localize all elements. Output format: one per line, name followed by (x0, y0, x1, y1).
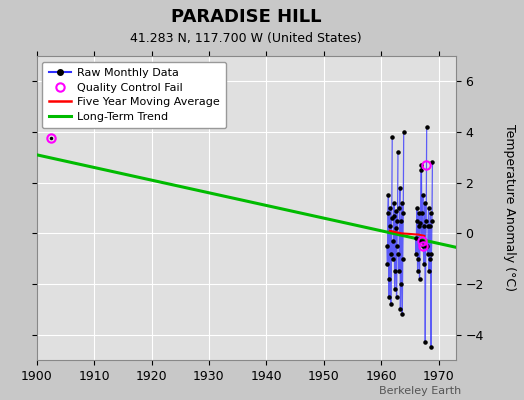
Point (428, 159, 436, 166)
Point (396, 184, 404, 191)
Point (412, 250, 420, 257)
Point (396, 306, 405, 312)
Point (411, 235, 420, 242)
Point (412, 218, 421, 224)
Point (388, 215, 396, 221)
Point (398, 311, 407, 318)
Point (423, 243, 431, 249)
Point (395, 268, 403, 274)
Point (386, 222, 394, 229)
Point (389, 256, 397, 262)
Point (389, 212, 398, 219)
Point (422, 124, 431, 130)
Point (392, 294, 401, 300)
Text: 41.283 N, 117.700 W (United States): 41.283 N, 117.700 W (United States) (130, 32, 362, 45)
Point (421, 243, 430, 249)
Point (420, 222, 429, 229)
Y-axis label: Temperature Anomaly (°C): Temperature Anomaly (°C) (504, 124, 517, 292)
Point (399, 210, 408, 216)
Point (395, 205, 403, 211)
Point (419, 243, 428, 249)
Point (422, 218, 430, 224)
Point (390, 286, 399, 292)
Point (385, 276, 394, 282)
Point (394, 250, 402, 257)
Point (383, 260, 391, 267)
Point (387, 250, 396, 257)
Point (427, 210, 435, 216)
Point (414, 222, 423, 229)
Point (418, 210, 427, 216)
Point (384, 210, 392, 216)
Point (391, 268, 399, 274)
Point (413, 268, 422, 274)
Point (418, 238, 426, 244)
Point (423, 250, 432, 257)
Point (414, 256, 422, 262)
Point (383, 243, 391, 249)
Text: PARADISE HILL: PARADISE HILL (171, 8, 322, 26)
Point (394, 149, 402, 156)
Point (416, 276, 424, 282)
Point (384, 192, 392, 198)
Point (394, 218, 402, 224)
Point (413, 205, 421, 211)
Point (421, 200, 429, 206)
Legend: Raw Monthly Data, Quality Control Fail, Five Year Moving Average, Long-Term Tren: Raw Monthly Data, Quality Control Fail, … (42, 62, 226, 128)
Point (420, 260, 428, 267)
Point (388, 134, 397, 140)
Text: Berkeley Earth: Berkeley Earth (379, 386, 461, 396)
Point (427, 344, 435, 350)
Point (421, 339, 430, 346)
Point (425, 256, 434, 262)
Point (397, 218, 406, 224)
Point (398, 200, 406, 206)
Point (393, 243, 401, 249)
Point (427, 250, 435, 257)
Point (424, 222, 432, 229)
Point (428, 218, 436, 224)
Point (419, 192, 427, 198)
Point (397, 281, 405, 287)
Point (424, 205, 433, 211)
Point (415, 210, 423, 216)
Point (392, 207, 400, 214)
Point (399, 129, 408, 135)
Point (426, 222, 434, 229)
Point (388, 238, 397, 244)
Point (390, 200, 398, 206)
Point (385, 294, 393, 300)
Point (387, 301, 395, 308)
Point (399, 256, 407, 262)
Point (417, 167, 425, 173)
Point (416, 238, 424, 244)
Point (416, 220, 424, 226)
Point (417, 162, 425, 168)
Point (391, 225, 400, 232)
Point (425, 268, 433, 274)
Point (386, 205, 395, 211)
